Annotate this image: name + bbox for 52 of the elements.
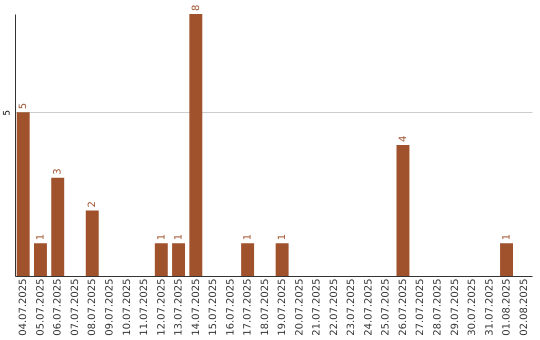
data-label: 4 xyxy=(398,136,409,142)
bar xyxy=(51,178,64,276)
x-tick-label: 21.07.2025 xyxy=(312,278,323,336)
x-tick-label: 11.07.2025 xyxy=(139,278,150,336)
x-tick-label: 28.07.2025 xyxy=(432,278,444,336)
x-tick-label: 07.07.2025 xyxy=(70,278,81,336)
x-tick-label: 29.07.2025 xyxy=(450,278,461,336)
x-tick-label: 01.08.2025 xyxy=(502,278,513,336)
data-label: 1 xyxy=(35,234,46,240)
x-tick-label: 08.07.2025 xyxy=(87,278,98,336)
x-tick-label: 05.07.2025 xyxy=(35,278,46,336)
bar xyxy=(276,243,289,276)
x-tick-label: 06.07.2025 xyxy=(52,278,64,336)
x-tick-label: 16.07.2025 xyxy=(225,278,236,336)
x-tick-label: 25.07.2025 xyxy=(380,278,392,336)
data-label: 1 xyxy=(156,234,168,240)
data-label: 8 xyxy=(190,4,202,11)
data-label: 1 xyxy=(174,234,185,240)
x-tick-label: 02.08.2025 xyxy=(518,278,530,336)
x-tick-label: 15.07.2025 xyxy=(208,278,220,336)
x-tick-label: 12.07.2025 xyxy=(156,278,168,336)
bar xyxy=(189,14,202,276)
bar xyxy=(86,210,99,276)
x-tick-label: 04.07.2025 xyxy=(18,278,30,336)
bar xyxy=(396,145,410,276)
bar xyxy=(172,243,186,276)
x-tick-label: 09.07.2025 xyxy=(104,278,116,336)
data-label: 1 xyxy=(502,234,513,240)
x-tick-label: 26.07.2025 xyxy=(398,278,409,336)
x-tick-label: 10.07.2025 xyxy=(122,278,133,336)
data-label: 1 xyxy=(277,234,288,240)
bar xyxy=(500,243,514,276)
bar xyxy=(34,243,47,276)
bar xyxy=(154,243,168,276)
data-label: 3 xyxy=(52,168,64,175)
x-tick-label: 27.07.2025 xyxy=(415,278,426,336)
x-tick-label: 17.07.2025 xyxy=(242,278,254,336)
data-label: 2 xyxy=(87,201,98,208)
x-tick-label: 23.07.2025 xyxy=(346,278,358,336)
x-tick-label: 24.07.2025 xyxy=(363,278,374,336)
x-tick-label: 22.07.2025 xyxy=(328,278,340,336)
data-label: 5 xyxy=(18,102,30,110)
bar xyxy=(241,243,254,276)
x-tick-label: 19.07.2025 xyxy=(277,278,288,336)
x-tick-label: 13.07.2025 xyxy=(174,278,185,336)
x-tick-label: 30.07.2025 xyxy=(467,278,478,336)
bar xyxy=(16,112,30,276)
x-tick-label: 20.07.2025 xyxy=(294,278,306,336)
data-label: 1 xyxy=(242,234,254,240)
x-tick-label: 31.07.2025 xyxy=(484,278,496,336)
x-tick-label: 14.07.2025 xyxy=(190,278,202,336)
x-tick-label: 18.07.2025 xyxy=(260,278,271,336)
